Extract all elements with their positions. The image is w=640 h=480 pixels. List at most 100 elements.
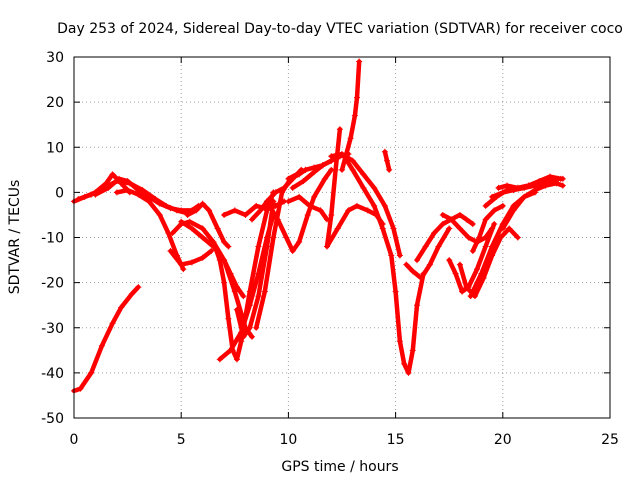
- data-point: [345, 207, 352, 214]
- data-point: [381, 202, 388, 209]
- data-point: [482, 243, 489, 250]
- data-point: [379, 225, 386, 232]
- data-point: [439, 220, 446, 227]
- data-point: [77, 385, 84, 392]
- data-point: [167, 205, 174, 212]
- data-point: [270, 234, 277, 241]
- data-point: [253, 324, 260, 331]
- data-point: [304, 211, 311, 218]
- data-point: [332, 166, 339, 173]
- data-point: [225, 243, 232, 250]
- data-point: [542, 182, 549, 189]
- data-point: [92, 191, 99, 198]
- data-point: [274, 216, 281, 223]
- data-point: [210, 239, 217, 246]
- data-point: [253, 202, 260, 209]
- data-point: [373, 211, 380, 218]
- data-point: [339, 166, 345, 173]
- data-point: [180, 266, 187, 273]
- data-point: [231, 207, 238, 214]
- chart-title: Day 253 of 2024, Sidereal Day-to-day VTE…: [57, 21, 623, 37]
- data-point: [499, 202, 506, 209]
- data-point: [354, 202, 361, 209]
- data-point: [360, 171, 367, 178]
- data-point: [463, 216, 470, 223]
- x-axis-label: GPS time / hours: [281, 459, 398, 475]
- data-point: [296, 239, 303, 246]
- data-point: [401, 360, 408, 367]
- y-tick-label: -10: [41, 231, 64, 247]
- data-point: [531, 187, 538, 194]
- data-point: [489, 193, 496, 200]
- data-point: [289, 184, 296, 191]
- data-point: [328, 153, 335, 160]
- data-point: [426, 261, 433, 268]
- data-point: [420, 270, 427, 277]
- data-point: [233, 284, 240, 291]
- data-point: [261, 288, 268, 295]
- data-point: [409, 347, 416, 354]
- data-point: [98, 342, 105, 349]
- data-point: [311, 169, 318, 176]
- data-point: [109, 171, 116, 178]
- data-point: [317, 207, 324, 214]
- data-point: [482, 234, 489, 241]
- data-point: [257, 207, 264, 214]
- data-point: [386, 166, 393, 173]
- data-point: [514, 234, 521, 241]
- data-point: [199, 254, 206, 261]
- x-tick-label: 0: [70, 432, 79, 448]
- data-point: [334, 225, 341, 232]
- data-point: [448, 216, 455, 223]
- data-point: [456, 211, 463, 218]
- data-point: [270, 211, 277, 218]
- data-point: [414, 257, 421, 264]
- data-point: [167, 248, 174, 255]
- data-point: [499, 225, 506, 232]
- data-point: [214, 225, 221, 232]
- data-point: [557, 175, 564, 182]
- data-point: [261, 205, 268, 212]
- y-tick-label: 20: [46, 95, 64, 111]
- data-point: [536, 178, 543, 185]
- data-point: [169, 229, 176, 236]
- data-point: [188, 225, 195, 232]
- x-tick-label: 25: [601, 432, 619, 448]
- data-point: [521, 193, 528, 200]
- data-point: [403, 261, 410, 268]
- x-tick-label: 15: [387, 432, 405, 448]
- data-point: [216, 356, 223, 363]
- data-point: [255, 293, 262, 300]
- data-point: [233, 356, 240, 363]
- data-point: [510, 207, 517, 214]
- y-tick-label: 10: [46, 140, 64, 156]
- y-tick-label: -20: [41, 276, 64, 292]
- data-point: [289, 248, 296, 255]
- data-point: [349, 157, 356, 164]
- data-point: [156, 200, 163, 207]
- data-point: [186, 218, 193, 225]
- data-point: [103, 180, 110, 187]
- data-point: [489, 243, 496, 250]
- data-point: [456, 225, 463, 232]
- data-point: [221, 239, 228, 246]
- data-point: [281, 184, 288, 191]
- data-point: [306, 202, 313, 209]
- data-point: [199, 200, 206, 207]
- data-point: [109, 320, 116, 327]
- series-arc-8: [178, 219, 246, 299]
- x-tick-label: 5: [177, 432, 186, 448]
- data-point: [321, 175, 328, 182]
- y-tick-label: 0: [55, 185, 64, 201]
- series-arc-26: [404, 226, 452, 281]
- data-point: [221, 279, 228, 286]
- data-point: [311, 193, 318, 200]
- data-point: [435, 243, 442, 250]
- data-point: [469, 220, 476, 227]
- data-point: [431, 229, 438, 236]
- data-point: [152, 196, 159, 203]
- data-point: [336, 126, 343, 133]
- data-point: [118, 304, 125, 311]
- data-point: [418, 275, 425, 282]
